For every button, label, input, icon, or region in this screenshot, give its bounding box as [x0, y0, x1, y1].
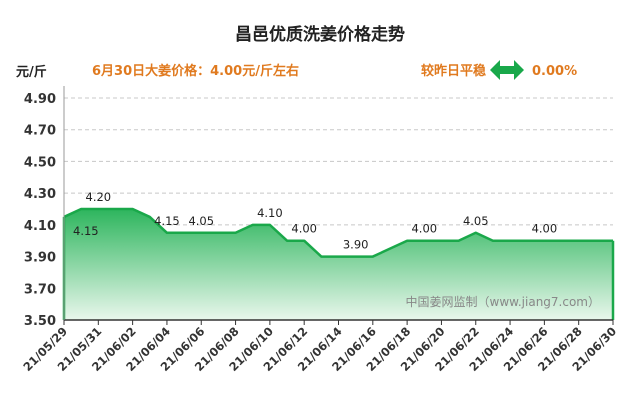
area-fill	[64, 209, 613, 320]
data-label: 3.90	[343, 238, 369, 252]
data-label: 4.15	[154, 214, 180, 228]
price-note: 6月30日大姜价格：4.00元/斤左右	[92, 63, 299, 79]
y-tick-label: 4.30	[24, 187, 56, 202]
watermark: 中国姜网监制（www.jiang7.com）	[406, 294, 600, 309]
series-line	[63, 207, 613, 258]
change-value: 0.00%	[532, 64, 577, 79]
y-tick-label: 4.10	[24, 219, 56, 234]
y-tick-label: 3.50	[24, 314, 56, 329]
y-tick-label: 4.70	[24, 124, 56, 139]
data-label: 4.15	[73, 224, 99, 238]
y-unit-label: 元/斤	[16, 64, 47, 80]
y-tick-label: 3.90	[24, 251, 56, 266]
y-tick-label: 4.50	[24, 155, 56, 170]
data-label: 4.20	[86, 190, 112, 204]
double-arrow-icon	[490, 60, 524, 80]
data-labels: 4.15 4.20 4.15 4.05 4.10 4.00 3.90 4.00 4.05 4.00	[73, 190, 557, 252]
data-label: 4.00	[532, 222, 558, 236]
data-label: 4.00	[411, 222, 437, 236]
x-axis-ticks: 21/05/2921/05/3121/06/0221/06/0421/06/06…	[20, 320, 619, 374]
y-tick-label: 3.70	[24, 282, 56, 297]
y-axis-ticks: 4.90 4.70 4.50 4.30 4.10 3.90 3.70 3.50	[24, 92, 56, 329]
chart-title: 昌邑优质洗姜价格走势	[235, 24, 405, 45]
data-label: 4.05	[463, 214, 489, 228]
change-note: 较昨日平稳	[421, 63, 486, 79]
data-label: 4.00	[291, 222, 317, 236]
data-label: 4.05	[188, 214, 214, 228]
y-tick-label: 4.90	[24, 92, 56, 107]
data-label: 4.10	[257, 206, 283, 220]
